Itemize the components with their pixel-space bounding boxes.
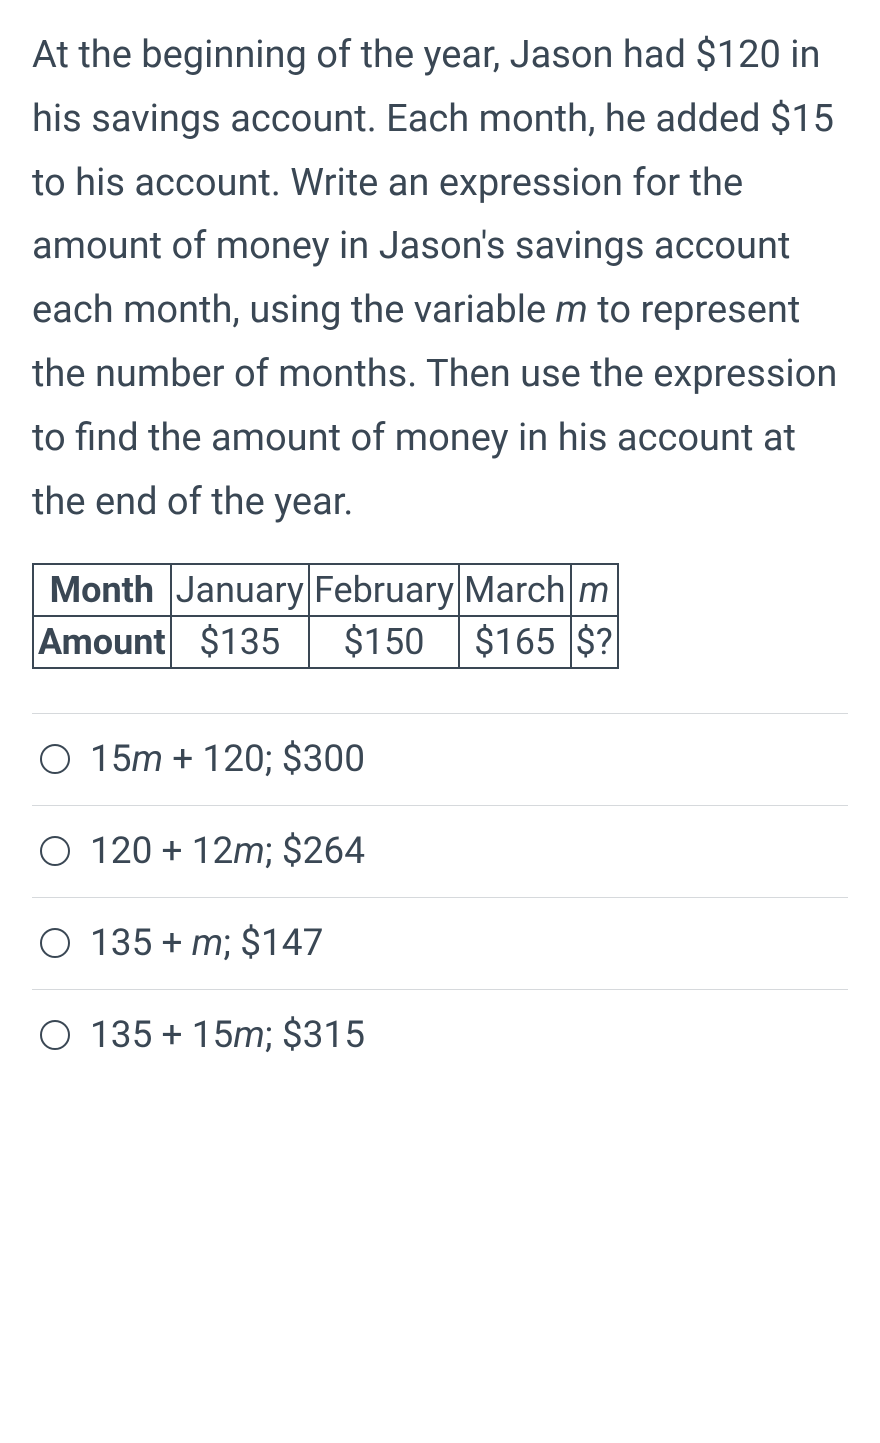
question-text: At the beginning of the year, Jason had …: [32, 24, 848, 535]
table-cell: $150: [309, 616, 459, 668]
table-cell: March: [459, 564, 571, 616]
table-cell: $?: [571, 616, 618, 668]
option-2[interactable]: 120 + 12m; $264: [32, 805, 848, 897]
table-cell: $165: [459, 616, 571, 668]
radio-icon: [40, 928, 70, 958]
table-cell: January: [171, 564, 309, 616]
radio-icon: [40, 836, 70, 866]
option-label: 120 + 12m; $264: [90, 830, 365, 873]
option-label: 15m + 120; $300: [90, 738, 365, 781]
radio-icon: [40, 1020, 70, 1050]
option-1[interactable]: 15m + 120; $300: [32, 713, 848, 805]
table-cell: $135: [171, 616, 309, 668]
data-table: Month January February March m Amount $1…: [32, 563, 619, 669]
row-header-amount: Amount: [33, 616, 171, 668]
table-row: Amount $135 $150 $165 $?: [33, 616, 618, 668]
option-label: 135 + m; $147: [90, 922, 323, 965]
option-4[interactable]: 135 + 15m; $315: [32, 989, 848, 1081]
table-cell: February: [309, 564, 459, 616]
row-header-month: Month: [33, 564, 171, 616]
question-variable: m: [556, 288, 588, 332]
table-row: Month January February March m: [33, 564, 618, 616]
radio-icon: [40, 744, 70, 774]
table-cell-variable: m: [571, 564, 618, 616]
options-list: 15m + 120; $300 120 + 12m; $264 135 + m;…: [32, 713, 848, 1081]
option-label: 135 + 15m; $315: [90, 1014, 365, 1057]
option-3[interactable]: 135 + m; $147: [32, 897, 848, 989]
